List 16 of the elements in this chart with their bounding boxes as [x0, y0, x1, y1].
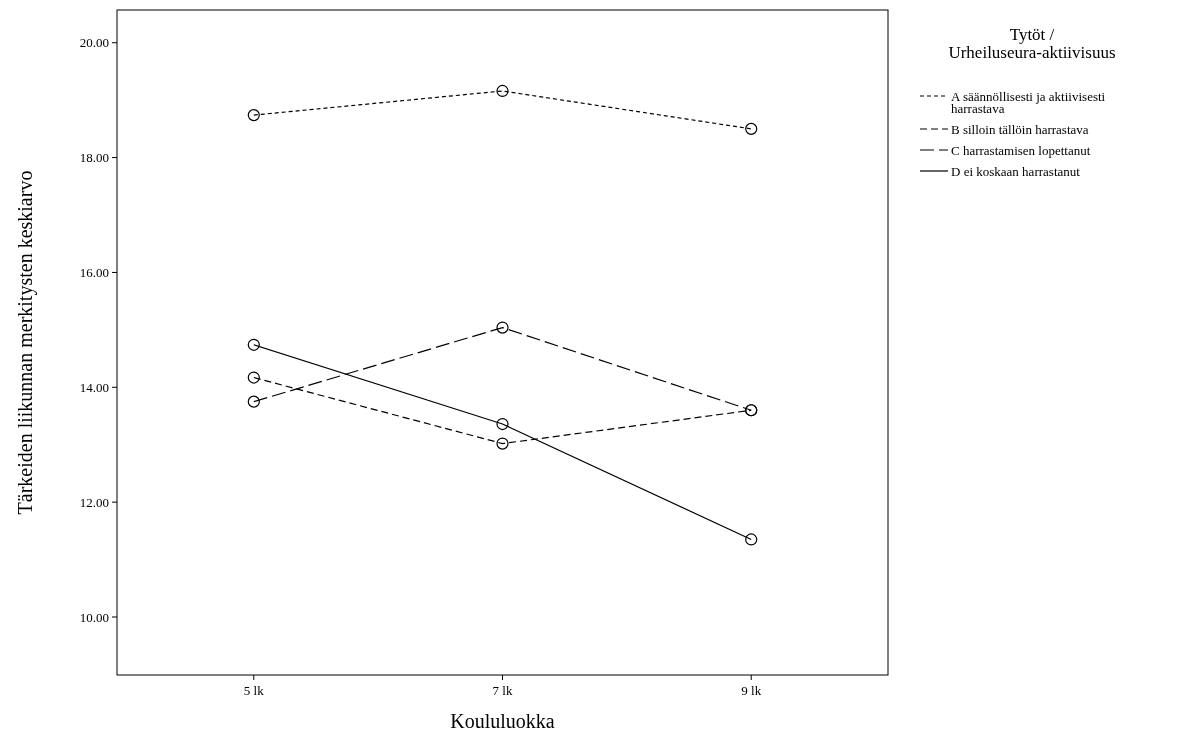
y-tick-label: 12.00: [79, 494, 109, 510]
legend-title: Tytöt / Urheiluseura-aktiivisuus: [948, 25, 1116, 62]
y-tick-label: 20.00: [79, 35, 109, 51]
y-tick-label: 16.00: [79, 264, 109, 280]
legend-label: C harrastamisen lopettanut: [951, 142, 1091, 158]
y-axis-title: Tärkeiden liikunnan merkitysten keskiarvo: [14, 170, 37, 515]
y-tick-label: 10.00: [79, 609, 109, 625]
legend-label: B silloin tällöin harrastava: [951, 121, 1089, 137]
y-tick-label: 18.00: [79, 150, 109, 166]
x-tick-label: 5 lk: [243, 683, 265, 698]
legend-label: D ei koskaan harrastanut: [951, 163, 1081, 179]
x-axis-title: Koululuokka: [450, 710, 555, 732]
legend-label: A säännöllisesti ja aktiivisesti harrastava: [951, 88, 1106, 116]
x-tick-label: 7 lk: [492, 683, 513, 698]
y-tick-label: 14.00: [79, 379, 109, 395]
x-tick-label: 9 lk: [741, 683, 762, 698]
